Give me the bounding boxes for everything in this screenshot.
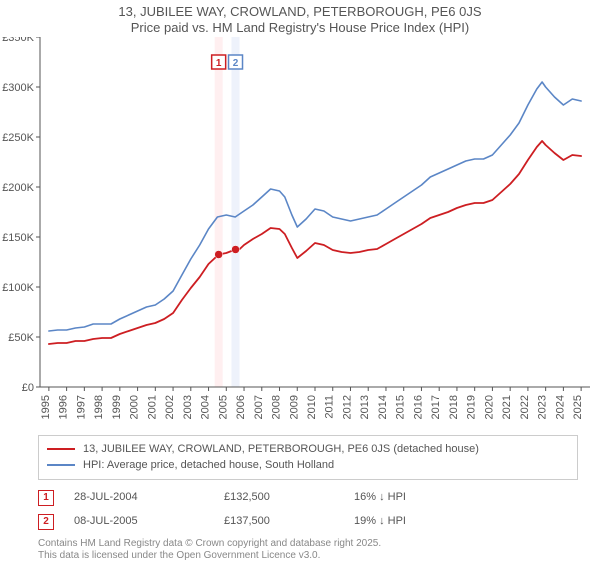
legend-row: HPI: Average price, detached house, Sout… xyxy=(47,457,569,474)
svg-text:£200K: £200K xyxy=(2,182,34,194)
sale-marker-box: 1 xyxy=(38,490,54,506)
sale-date: 28-JUL-2004 xyxy=(74,490,224,504)
sale-price: £137,500 xyxy=(224,514,354,528)
svg-text:2003: 2003 xyxy=(182,395,194,419)
legend-row: 13, JUBILEE WAY, CROWLAND, PETERBOROUGH,… xyxy=(47,441,569,458)
svg-text:2010: 2010 xyxy=(306,395,318,419)
svg-text:2017: 2017 xyxy=(430,395,442,419)
title-line-1: 13, JUBILEE WAY, CROWLAND, PETERBOROUGH,… xyxy=(0,4,600,20)
sale-hpi-delta: 16% ↓ HPI xyxy=(354,490,494,504)
sale-marker-box: 2 xyxy=(38,514,54,530)
svg-text:1: 1 xyxy=(216,58,222,69)
svg-text:1996: 1996 xyxy=(58,395,70,419)
svg-text:2023: 2023 xyxy=(537,395,549,419)
svg-text:2009: 2009 xyxy=(288,395,300,419)
svg-text:£50K: £50K xyxy=(8,332,34,344)
svg-text:2011: 2011 xyxy=(324,395,336,419)
svg-text:2014: 2014 xyxy=(377,395,389,419)
legend-swatch xyxy=(47,448,75,450)
svg-text:2022: 2022 xyxy=(519,395,531,419)
svg-text:2: 2 xyxy=(233,58,239,69)
sales-row: 2 08-JUL-2005£137,50019% ↓ HPI xyxy=(38,510,578,534)
line-chart-svg: 12 £0 £50K £100K £150K £200K £250K £300K £350K 19… xyxy=(0,37,600,429)
svg-text:£350K: £350K xyxy=(2,37,34,44)
svg-text:£100K: £100K xyxy=(2,282,34,294)
legend-label: HPI: Average price, detached house, Sout… xyxy=(83,457,334,474)
svg-text:2002: 2002 xyxy=(164,395,176,419)
svg-text:1995: 1995 xyxy=(40,395,52,419)
footer-line-1: Contains HM Land Registry data © Crown c… xyxy=(38,538,600,551)
legend-swatch xyxy=(47,464,75,466)
svg-text:2020: 2020 xyxy=(483,394,495,418)
svg-text:2006: 2006 xyxy=(235,395,247,419)
sales-row: 1 28-JUL-2004£132,50016% ↓ HPI xyxy=(38,486,578,510)
sale-date: 08-JUL-2005 xyxy=(74,514,224,528)
svg-text:£300K: £300K xyxy=(2,82,34,94)
sale-hpi-delta: 19% ↓ HPI xyxy=(354,514,494,528)
svg-text:2007: 2007 xyxy=(253,395,265,419)
svg-text:2019: 2019 xyxy=(466,395,478,419)
svg-text:2021: 2021 xyxy=(501,394,513,418)
svg-text:£250K: £250K xyxy=(2,132,34,144)
footer-line-2: This data is licensed under the Open Gov… xyxy=(38,550,600,563)
svg-text:2016: 2016 xyxy=(412,395,424,419)
svg-text:2004: 2004 xyxy=(200,395,212,419)
svg-text:2008: 2008 xyxy=(271,395,283,419)
svg-text:2001: 2001 xyxy=(146,395,158,419)
svg-text:2025: 2025 xyxy=(572,395,584,419)
svg-text:2012: 2012 xyxy=(341,395,353,419)
sale-price: £132,500 xyxy=(224,490,354,504)
svg-text:£0: £0 xyxy=(22,382,34,394)
legend: 13, JUBILEE WAY, CROWLAND, PETERBOROUGH,… xyxy=(38,435,578,480)
svg-text:2024: 2024 xyxy=(554,395,566,419)
title-line-2: Price paid vs. HM Land Registry's House … xyxy=(0,20,600,36)
svg-text:2013: 2013 xyxy=(359,395,371,419)
svg-text:1997: 1997 xyxy=(75,395,87,419)
title-block: 13, JUBILEE WAY, CROWLAND, PETERBOROUGH,… xyxy=(0,0,600,37)
svg-text:2000: 2000 xyxy=(129,395,141,419)
svg-text:2018: 2018 xyxy=(448,395,460,419)
sales-table: 1 28-JUL-2004£132,50016% ↓ HPI 2 08-JUL-200… xyxy=(38,486,578,534)
legend-label: 13, JUBILEE WAY, CROWLAND, PETERBOROUGH,… xyxy=(83,441,479,458)
svg-text:1998: 1998 xyxy=(93,395,105,419)
svg-text:2005: 2005 xyxy=(217,395,229,419)
svg-text:£150K: £150K xyxy=(2,232,34,244)
footer: Contains HM Land Registry data © Crown c… xyxy=(38,538,600,563)
svg-text:1999: 1999 xyxy=(111,395,123,419)
chart-area: 12 £0 £50K £100K £150K £200K £250K £300K £350K 19… xyxy=(0,37,600,429)
svg-text:2015: 2015 xyxy=(395,395,407,419)
